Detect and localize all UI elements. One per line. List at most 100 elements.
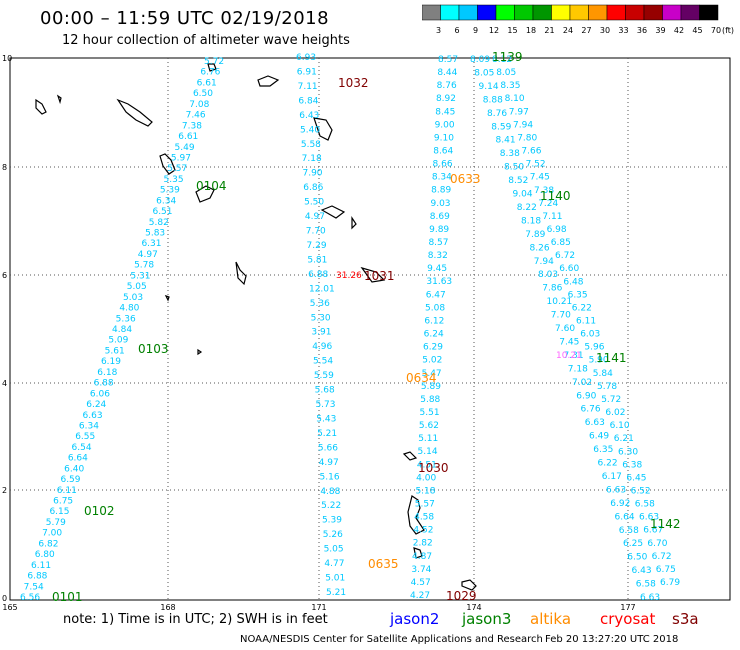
- wave-height-value-track-a: 5.83: [145, 229, 165, 239]
- wave-height-value-track-d: 7.94: [534, 257, 554, 267]
- wave-height-value-track-a: 6.15: [49, 507, 69, 517]
- wave-height-value-track-e: 8.12: [492, 55, 512, 65]
- colorbar-tick-label: 42: [674, 26, 684, 35]
- wave-height-value-track-c: 8.92: [436, 94, 456, 104]
- y-axis-tick-label: 0: [2, 594, 7, 603]
- wave-height-value-track-d: 6.22: [598, 459, 618, 469]
- wave-height-value-track-c: 2.82: [413, 539, 433, 549]
- wave-height-value-track-a: 5.72: [204, 57, 224, 67]
- wave-height-value-track-a: 6.59: [60, 475, 80, 485]
- wave-height-value-track-c: 9.03: [430, 199, 450, 209]
- island-outline: [207, 63, 217, 72]
- wave-height-value-track-a: 7.08: [189, 100, 209, 110]
- wave-height-value-track-e: 6.98: [547, 225, 567, 235]
- wave-height-value-track-a: 6.31: [141, 239, 161, 249]
- wave-height-value-track-b: 4.77: [324, 559, 344, 569]
- wave-height-value-track-b: 7.29: [307, 241, 327, 251]
- wave-height-value-track-a: 6.61: [197, 78, 217, 88]
- colorbar-tick-label: 70: [711, 26, 721, 35]
- wave-height-value-track-c: 4.52: [413, 526, 433, 536]
- wave-height-value-track-b: 5.39: [322, 516, 342, 526]
- wave-height-value-track-a: 6.88: [94, 379, 114, 389]
- wave-height-value-track-e: 6.35: [568, 290, 588, 300]
- wave-height-value-track-d: 7.02: [572, 378, 592, 388]
- wave-height-value-track-b: 5.21: [317, 429, 337, 439]
- wave-height-value-track-e: 7.24: [538, 199, 558, 209]
- wave-height-value-track-e: 7.52: [526, 160, 546, 170]
- wave-height-value-track-c: 8.45: [435, 107, 455, 117]
- map-subtitle: 12 hour collection of altimeter wave hei…: [62, 33, 350, 48]
- x-axis-tick-label: 177: [620, 603, 635, 610]
- wave-height-value-track-d: 8.22: [517, 203, 537, 213]
- pass-label: 1139: [492, 50, 523, 64]
- wave-height-map: 165 168 171 174 17702468106.567.546.886.116.…: [2, 50, 731, 610]
- wave-height-value-track-c: 8.34: [432, 173, 452, 183]
- wave-height-value-track-a: 4.84: [112, 325, 132, 335]
- wave-height-value-track-e: 6.79: [660, 578, 680, 588]
- wave-height-value-track-c: 9.45: [427, 264, 447, 274]
- wave-height-value-track-e: 6.70: [647, 539, 667, 549]
- y-axis-tick-label: 4: [2, 379, 7, 388]
- wave-height-value-track-a: 6.24: [86, 400, 106, 410]
- wave-height-value-track-a: 4.80: [119, 304, 139, 314]
- wave-height-value-track-b: 6.43: [299, 111, 319, 121]
- colorbar-tick-label: 21: [544, 26, 554, 35]
- y-axis-tick-label: 8: [2, 163, 7, 172]
- wave-height-value-track-b: 5.73: [315, 400, 335, 410]
- pass-label: 0104: [196, 179, 227, 193]
- wave-height-value-track-a: 4.97: [138, 250, 158, 260]
- wave-height-value-track-b: 7.11: [298, 82, 318, 92]
- wave-height-value-track-e: 6.21: [614, 434, 634, 444]
- colorbar-unit: (ft): [722, 26, 734, 35]
- wave-height-value-track-d: 8.88: [483, 95, 503, 105]
- wave-height-value-track-b: 5.36: [310, 299, 330, 309]
- pass-label: 1029: [446, 589, 477, 603]
- pass-label: 0633: [450, 172, 481, 186]
- wave-height-value-track-e: 6.38: [622, 460, 642, 470]
- wave-height-value-track-d: 6.64: [615, 512, 635, 522]
- island-outline: [351, 216, 357, 230]
- island-outline: [402, 451, 418, 461]
- wave-height-value-track-b: 7.18: [302, 154, 322, 164]
- colorbar-swatch: [699, 4, 719, 21]
- wave-height-value-track-a: 6.61: [178, 132, 198, 142]
- wave-height-value-track-b: 4.88: [320, 487, 340, 497]
- wave-height-value-track-d: 8.52: [508, 176, 528, 186]
- legend-jason2: jason2: [390, 610, 440, 628]
- wave-height-value-track-b: 4.97: [305, 212, 325, 222]
- wave-height-value-track-a: 6.54: [72, 443, 92, 453]
- wave-height-value-track-e: 8.35: [500, 81, 520, 91]
- pass-label: 0102: [84, 504, 115, 518]
- wave-height-value-track-a: 6.56: [20, 593, 40, 603]
- wave-height-value-track-d: 8.18: [521, 216, 541, 226]
- wave-height-value-track-a: 5.31: [130, 271, 150, 281]
- color-scale-bar: 3 6 9 12 15 18 21 24 27 30 33 36 39 42 45 70 (ft): [422, 4, 734, 35]
- wave-height-value-track-b: 5.30: [311, 313, 331, 323]
- wave-height-value-track-d: 6.58: [636, 580, 656, 590]
- wave-height-value-track-a: 6.18: [97, 368, 117, 378]
- wave-height-value-track-a: 7.00: [42, 529, 62, 539]
- colorbar-tick-label: 27: [581, 26, 591, 35]
- island-outline: [360, 266, 386, 283]
- wave-height-value-track-c: 5.88: [420, 395, 440, 405]
- wave-height-value-track-d: 6.63: [640, 593, 660, 603]
- wave-height-value-track-e: 8.05: [496, 68, 516, 78]
- colorbar-tick-label: 39: [655, 26, 665, 35]
- colorbar-tick-label: 3: [436, 26, 441, 35]
- y-axis-tick-label: 10: [2, 54, 12, 63]
- wave-height-value-special: 31.26: [336, 271, 362, 281]
- legend-jason3: jason3: [462, 610, 512, 628]
- x-axis-tick-label: 168: [160, 603, 175, 610]
- wave-height-value-track-d: 6.17: [602, 472, 622, 482]
- wave-height-value-track-d: 8.26: [530, 243, 550, 253]
- wave-height-value-track-b: 5.05: [324, 545, 344, 555]
- wave-height-value-track-b: 7.70: [306, 227, 326, 237]
- colorbar-tick-label: 9: [473, 26, 478, 35]
- wave-height-value-track-c: 5.11: [418, 434, 438, 444]
- wave-height-value-track-b: 3.91: [311, 328, 331, 338]
- wave-height-value-track-c: 5.14: [418, 447, 438, 457]
- wave-height-value-track-b: 5.81: [307, 255, 327, 265]
- island-outline: [320, 205, 346, 219]
- wave-height-value-track-c: 6.24: [424, 330, 444, 340]
- wave-height-value-track-c: 8.76: [437, 81, 457, 91]
